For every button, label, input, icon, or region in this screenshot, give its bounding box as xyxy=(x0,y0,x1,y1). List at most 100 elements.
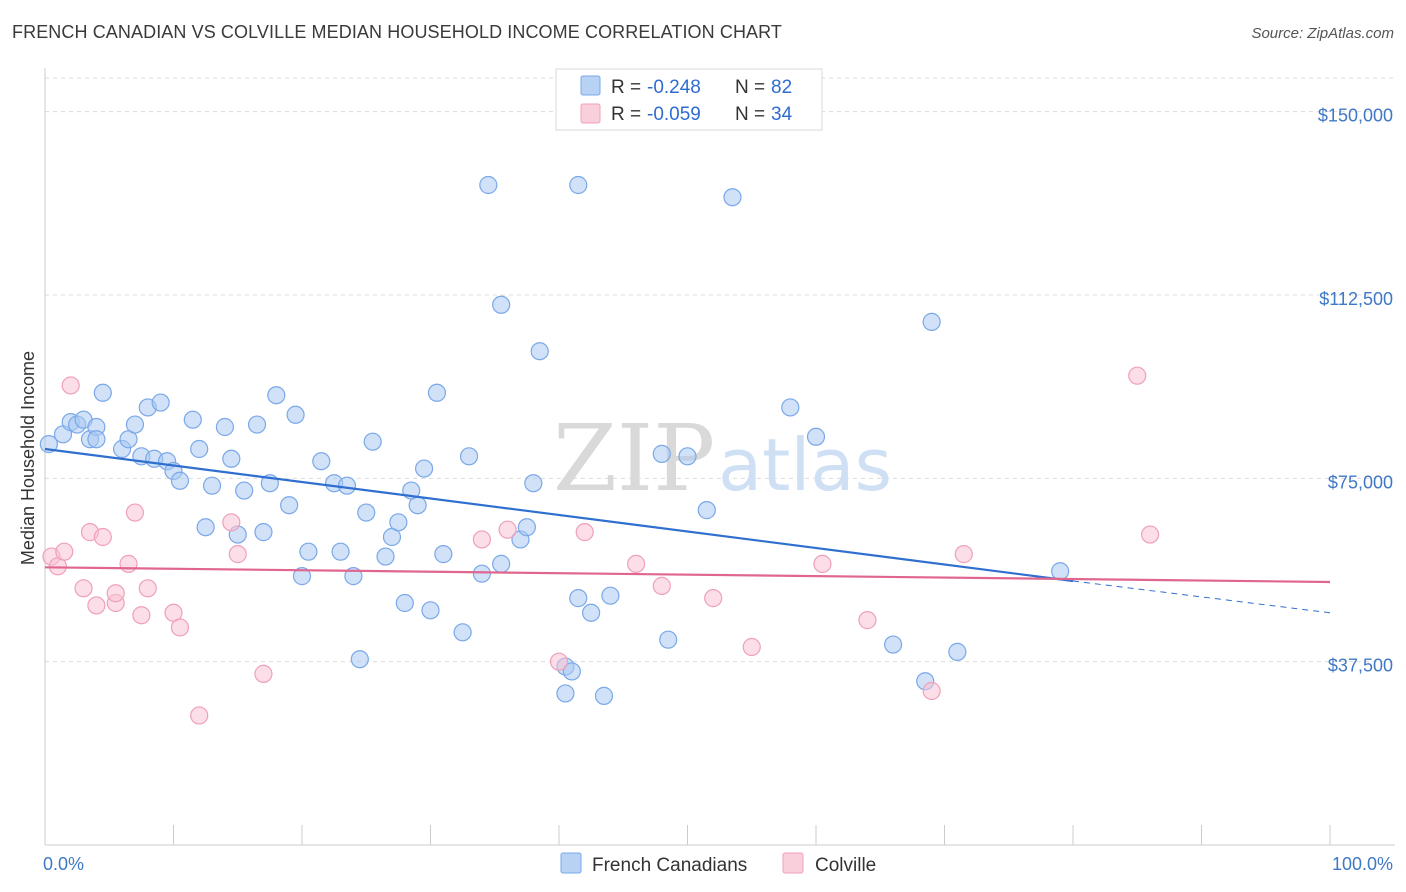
french-canadians-point-34 xyxy=(299,542,318,561)
colville-point-10 xyxy=(119,554,138,573)
french-canadians-point-57 xyxy=(492,295,511,314)
legend-r-value-1: -0.248 xyxy=(647,77,701,98)
colville-point-7 xyxy=(93,527,112,547)
french-canadians-point-15 xyxy=(151,393,170,412)
french-canadians-point-66 xyxy=(569,175,588,195)
french-canadians-point-69 xyxy=(594,686,614,705)
legend-swatch-colville xyxy=(580,103,601,124)
french-canadians-point-74 xyxy=(697,501,716,520)
french-canadians-point-75 xyxy=(723,188,742,207)
french-canadians-point-37 xyxy=(331,542,350,561)
trend-lines xyxy=(44,447,1331,614)
bottom-legend-swatch-french-canadians xyxy=(560,852,582,874)
colville-point-16 xyxy=(190,706,209,725)
french-canadians-point-28 xyxy=(254,523,273,542)
colville-point-18 xyxy=(228,545,247,564)
colville-point-12 xyxy=(132,606,151,625)
french-canadians-point-11 xyxy=(125,415,145,434)
colville-point-6 xyxy=(87,596,106,615)
french-canadians-point-26 xyxy=(235,481,254,500)
french-canadians-point-20 xyxy=(190,439,209,459)
french-canadians-point-52 xyxy=(434,545,453,564)
french-canadians-point-58 xyxy=(492,554,511,573)
french-canadians-point-70 xyxy=(601,586,620,605)
legend-r-label-2: R = xyxy=(611,104,641,125)
colville-point-31 xyxy=(954,545,973,564)
french-canadians-point-46 xyxy=(395,593,414,613)
colville-point-33 xyxy=(1140,525,1160,544)
colville-point-25 xyxy=(652,576,671,595)
trend-line-french-canadians-extension xyxy=(1072,580,1331,614)
french-canadians-point-48 xyxy=(408,496,427,515)
colville-point-21 xyxy=(498,520,517,539)
french-canadians-point-0 xyxy=(39,435,58,454)
colville-point-26 xyxy=(704,589,723,608)
colville-point-27 xyxy=(742,637,761,657)
french-canadians-point-54 xyxy=(459,447,479,466)
french-canadians-point-31 xyxy=(280,496,299,515)
colville-point-28 xyxy=(813,554,832,573)
french-canadians-point-62 xyxy=(530,342,549,361)
watermark-atlas: atlas xyxy=(718,423,892,507)
french-canadians-point-82 xyxy=(1051,562,1070,581)
french-canadians-point-60 xyxy=(517,518,536,537)
colville-point-19 xyxy=(254,664,273,683)
y-tick-label-2: $112,500 xyxy=(1319,289,1393,309)
french-canadians-point-35 xyxy=(312,452,331,471)
colville-point-2 xyxy=(55,542,74,561)
colville-point-32 xyxy=(1128,366,1147,385)
y-tick-label-1: $75,000 xyxy=(1328,472,1393,492)
french-canadians-point-32 xyxy=(286,405,305,424)
bottom-legend-label-colville: Colville xyxy=(815,855,876,876)
y-axis-title: Median Household Income xyxy=(18,351,38,565)
french-canadians-point-71 xyxy=(652,444,671,463)
trend-line-colville xyxy=(44,566,1331,584)
colville-point-3 xyxy=(61,376,80,395)
french-canadians-point-7 xyxy=(87,430,106,449)
french-canadians-point-33 xyxy=(292,567,312,586)
colville-point-23 xyxy=(575,523,594,542)
french-canadians-point-53 xyxy=(453,623,472,642)
colville-point-17 xyxy=(222,513,241,532)
colville-point-29 xyxy=(858,611,877,630)
french-canadians-point-50 xyxy=(421,601,440,620)
french-canadians-point-43 xyxy=(376,547,395,566)
colville-point-4 xyxy=(74,579,93,598)
legend-n-label-2: N = xyxy=(735,104,765,125)
x-tick-label-start: 0.0% xyxy=(43,854,84,874)
colville-point-13 xyxy=(138,579,157,598)
series-french-canadians-points xyxy=(39,175,1070,705)
french-canadians-point-68 xyxy=(582,603,601,622)
french-canadians-point-40 xyxy=(350,650,369,669)
bottom-legend-swatch-colville xyxy=(782,852,804,874)
french-canadians-point-22 xyxy=(202,476,222,495)
french-canadians-point-45 xyxy=(389,513,408,532)
french-canadians-point-56 xyxy=(479,175,498,195)
french-canadians-point-38 xyxy=(337,476,357,495)
y-tick-labels: $37,500 $75,000 $112,500 $150,000 xyxy=(1318,106,1393,676)
chart-title: FRENCH CANADIAN VS COLVILLE MEDIAN HOUSE… xyxy=(12,22,783,42)
french-canadians-point-42 xyxy=(363,432,382,451)
x-tick-label-end: 100.0% xyxy=(1332,854,1393,874)
french-canadians-point-23 xyxy=(215,417,234,437)
series-legend: French Canadians Colville xyxy=(560,852,876,876)
french-canadians-point-80 xyxy=(922,312,941,331)
french-canadians-point-24 xyxy=(222,449,241,468)
trend-line-french-canadians xyxy=(44,447,1074,583)
french-canadians-point-55 xyxy=(472,564,491,583)
legend-r-value-2: -0.059 xyxy=(647,104,701,125)
french-canadians-point-61 xyxy=(524,474,543,493)
french-canadians-point-8 xyxy=(93,383,112,402)
x-tick-labels: 0.0% 100.0% xyxy=(43,854,1393,874)
french-canadians-point-78 xyxy=(883,635,903,654)
french-canadians-point-64 xyxy=(556,684,575,703)
french-canadians-point-65 xyxy=(562,662,581,681)
legend-n-label-1: N = xyxy=(735,77,765,98)
y-tick-label-0: $37,500 xyxy=(1328,656,1393,676)
colville-point-20 xyxy=(472,530,491,549)
colville-point-11 xyxy=(125,503,145,522)
legend-r-label-1: R = xyxy=(611,77,641,98)
colville-point-9 xyxy=(106,584,125,603)
legend-swatch-french-canadians xyxy=(580,75,601,96)
